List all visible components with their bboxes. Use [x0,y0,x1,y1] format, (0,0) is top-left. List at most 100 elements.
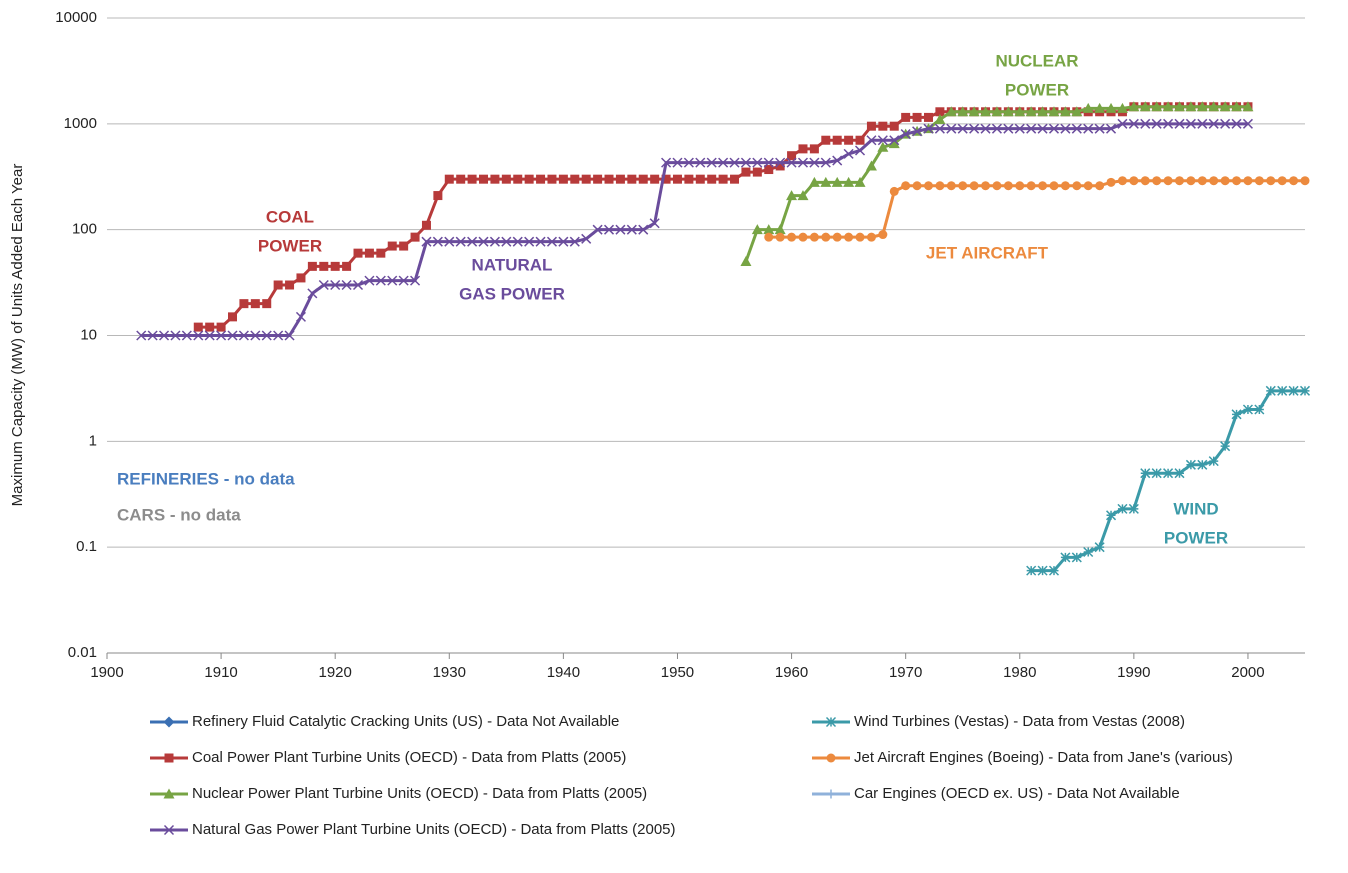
marker [649,218,660,229]
marker [718,174,728,184]
marker [1071,106,1083,117]
marker [763,224,775,235]
marker [1128,118,1139,129]
marker [831,176,843,187]
marker [1265,385,1276,396]
marker [159,330,170,341]
marker [1025,106,1037,117]
marker [980,123,991,134]
marker [558,236,569,247]
marker [923,181,933,191]
annotation: CARS - no data [117,505,241,524]
marker [1151,468,1162,479]
marker [627,174,637,184]
marker [432,236,443,247]
x-tick-label: 1940 [547,664,580,681]
marker [866,121,876,131]
marker [992,181,1002,191]
marker [946,123,957,134]
marker [912,112,922,122]
marker [1220,441,1231,452]
marker [878,121,888,131]
marker [410,275,421,286]
marker [672,174,682,184]
marker [1140,176,1150,186]
marker [854,176,866,187]
marker [262,299,272,309]
marker [295,311,306,322]
marker [1220,118,1231,129]
marker [1289,176,1299,186]
legend-label: Jet Aircraft Engines (Boeing) - Data fro… [854,749,1233,766]
marker [934,123,945,134]
marker [364,248,374,258]
marker [946,181,956,191]
marker [1163,468,1174,479]
marker [479,174,489,184]
marker [1128,503,1139,514]
marker [581,233,592,244]
annotation: NATURAL [472,255,553,274]
marker [296,273,306,283]
marker [683,157,694,168]
marker [844,135,854,145]
marker [342,261,352,271]
marker [729,157,740,168]
marker [650,174,660,184]
marker [787,151,797,161]
marker [1254,176,1264,186]
marker [969,123,980,134]
legend-label: Wind Turbines (Vestas) - Data from Vesta… [854,713,1185,730]
marker [826,753,836,763]
marker [1197,459,1208,470]
marker [826,789,836,799]
marker [1060,552,1071,563]
marker [1106,123,1117,134]
legend-label: Car Engines (OECD ex. US) - Data Not Ava… [854,785,1180,802]
marker [1208,118,1219,129]
marker [1105,102,1117,113]
annotation: NUCLEAR [995,51,1078,70]
marker [1197,118,1208,129]
marker [250,299,260,309]
marker [205,322,215,332]
annotation: REFINERIES - no data [117,469,295,488]
marker [181,330,192,341]
annotation: JET AIRCRAFT [926,243,1049,262]
annotation: POWER [258,236,322,255]
marker [797,157,809,168]
marker [1129,176,1139,186]
marker [1185,118,1196,129]
marker [1037,565,1048,576]
marker [284,330,295,341]
marker [501,174,511,184]
marker [1026,181,1036,191]
x-tick-label: 1980 [1003,664,1036,681]
marker [1003,123,1014,134]
marker [581,174,591,184]
marker [775,161,785,171]
legend-label: Refinery Fluid Catalytic Cracking Units … [192,713,619,730]
marker [1277,385,1288,396]
legend-label: Nuclear Power Plant Turbine Units (OECD)… [192,785,647,802]
marker [375,275,386,286]
marker [1038,181,1048,191]
marker [433,191,443,201]
marker [775,232,785,242]
marker [809,144,819,154]
marker [775,157,786,168]
marker [1128,101,1140,112]
annotation: POWER [1164,528,1228,547]
marker [1048,106,1060,117]
marker [958,181,968,191]
x-tick-label: 1900 [90,664,123,681]
marker [889,135,900,146]
marker [741,167,751,177]
series-line [141,122,1248,337]
marker [1083,123,1094,134]
marker [1048,123,1060,134]
marker [832,232,842,242]
marker [512,236,523,247]
marker [718,157,729,168]
marker [524,236,535,247]
